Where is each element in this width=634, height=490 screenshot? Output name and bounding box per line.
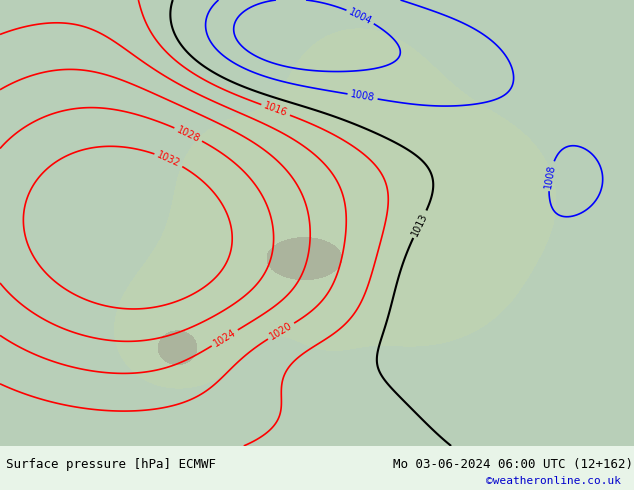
- Text: 1032: 1032: [155, 150, 182, 169]
- Text: 1024: 1024: [212, 327, 238, 349]
- Text: 1008: 1008: [350, 90, 375, 103]
- Text: Mo 03-06-2024 06:00 UTC (12+162): Mo 03-06-2024 06:00 UTC (12+162): [393, 458, 633, 471]
- Text: 1008: 1008: [543, 163, 557, 189]
- Text: 1016: 1016: [262, 101, 289, 119]
- Text: 1020: 1020: [268, 320, 294, 342]
- Text: 1013: 1013: [410, 211, 430, 238]
- Text: 1004: 1004: [347, 6, 373, 26]
- Text: Surface pressure [hPa] ECMWF: Surface pressure [hPa] ECMWF: [6, 458, 216, 471]
- Text: ©weatheronline.co.uk: ©weatheronline.co.uk: [486, 476, 621, 486]
- Text: 1028: 1028: [175, 124, 202, 144]
